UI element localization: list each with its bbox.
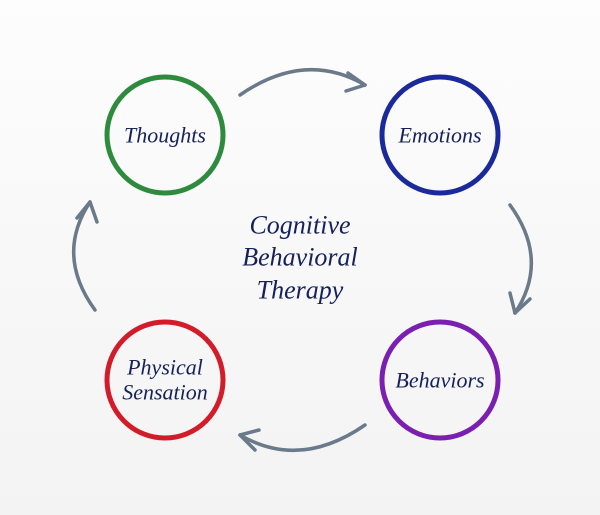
diagram-title: Cognitive Behavioral Therapy [242,209,358,307]
arrow-thoughts-to-emotions [230,55,380,115]
node-label-thoughts: Thoughts [124,122,206,147]
cbt-cycle-diagram: Thoughts Emotions Behaviors Physical Sen… [0,0,600,515]
arrow-emotions-to-behaviors [490,195,550,325]
node-label-sensation: Physical Sensation [122,355,208,406]
node-label-behaviors: Behaviors [395,367,484,392]
node-label-emotions: Emotions [398,122,481,147]
arrow-behaviors-to-sensation [225,410,375,470]
arrow-sensation-to-thoughts [55,190,115,320]
